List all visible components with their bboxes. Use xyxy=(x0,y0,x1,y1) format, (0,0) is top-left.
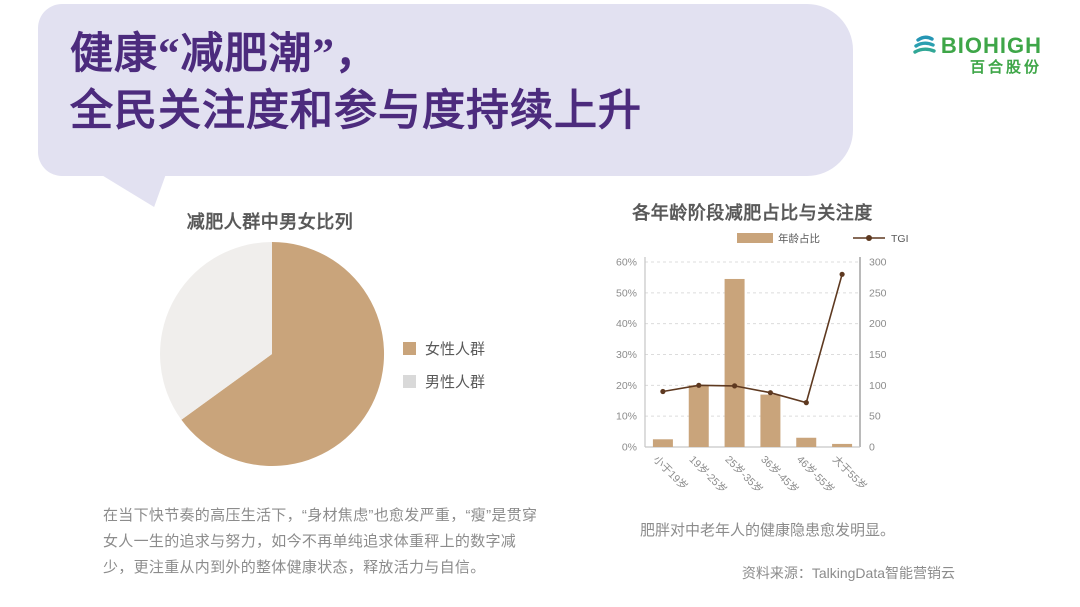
logo-brand-text: BIOHIGH xyxy=(940,33,1042,58)
svg-text:10%: 10% xyxy=(616,411,637,423)
pie-chart-title: 减肥人群中男女比列 xyxy=(186,212,354,232)
svg-text:年龄占比: 年龄占比 xyxy=(778,232,820,245)
svg-text:30%: 30% xyxy=(616,349,637,361)
svg-text:0: 0 xyxy=(869,442,875,454)
title-bubble xyxy=(38,4,853,176)
pie-legend-label-female: 女性人群 xyxy=(425,341,486,358)
female-swatch-icon xyxy=(403,342,416,355)
male-swatch-icon xyxy=(403,375,416,388)
combo-chart-title: 各年龄阶段减肥占比与关注度 xyxy=(632,203,873,223)
svg-text:19岁-25岁: 19岁-25岁 xyxy=(687,453,730,496)
logo-subtitle-text: 百合股份 xyxy=(969,59,1042,76)
svg-text:40%: 40% xyxy=(616,318,637,330)
pie-legend-item-female: 女性人群 xyxy=(403,338,485,359)
pie-legend-item-male: 男性人群 xyxy=(403,371,485,392)
svg-text:150: 150 xyxy=(869,349,887,361)
combo-chart: 0% 0 10% 50 20% 100 30% 150 40% 200 50% 250 60% 300 小于… xyxy=(616,232,909,496)
page-title-line1: 健康“减肥潮”， xyxy=(70,31,379,78)
svg-text:60%: 60% xyxy=(616,257,637,269)
right-chart-note: 肥胖对中老年人的健康隐患愈发明显。 xyxy=(640,522,896,539)
data-source-note: 资料来源：TalkingData智能营销云 xyxy=(741,565,955,581)
title-bubble-tail xyxy=(100,174,166,207)
pie-legend: 女性人群 男性人群 xyxy=(403,338,485,392)
svg-text:小于19岁: 小于19岁 xyxy=(651,453,691,493)
svg-text:TGI: TGI xyxy=(891,233,909,245)
pie-chart xyxy=(160,242,385,466)
left-description: 在当下快节奏的高压生活下，“身材焦虑”也愈发严重，“瘦”是贯穿女人一生的追求与努… xyxy=(103,507,538,576)
svg-text:0%: 0% xyxy=(622,442,637,454)
svg-text:25岁-35岁: 25岁-35岁 xyxy=(722,453,765,496)
svg-text:50: 50 xyxy=(869,411,881,423)
page-title-line2: 全民关注度和参与度持续上升 xyxy=(70,88,642,135)
svg-text:300: 300 xyxy=(869,257,887,269)
page-title: 健康“减肥潮”， 全民关注度和参与度持续上升 xyxy=(70,26,830,140)
svg-text:20%: 20% xyxy=(616,380,637,392)
svg-text:50%: 50% xyxy=(616,287,637,299)
pie-legend-label-male: 男性人群 xyxy=(425,374,486,391)
svg-text:100: 100 xyxy=(869,380,887,392)
biohigh-leaf-icon xyxy=(913,35,936,54)
svg-text:250: 250 xyxy=(869,287,887,299)
logo: BIOHIGH 百合股份 xyxy=(912,34,1042,78)
svg-text:200: 200 xyxy=(869,318,887,330)
svg-text:36岁-45岁: 36岁-45岁 xyxy=(758,453,801,496)
svg-text:46岁-55岁: 46岁-55岁 xyxy=(794,453,837,496)
